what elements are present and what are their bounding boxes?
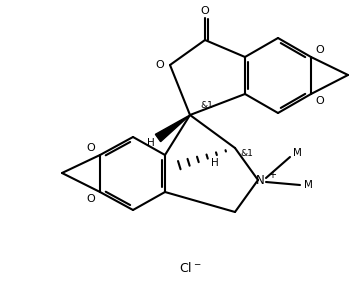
Text: M: M <box>293 148 301 158</box>
Text: &1: &1 <box>241 148 253 158</box>
Text: H: H <box>211 158 219 168</box>
Text: +: + <box>268 170 276 180</box>
Text: O: O <box>201 6 209 16</box>
Text: O: O <box>156 60 164 70</box>
Polygon shape <box>155 115 190 142</box>
Text: N: N <box>256 173 264 186</box>
Text: O: O <box>315 45 325 55</box>
Text: Cl$^-$: Cl$^-$ <box>179 261 201 275</box>
Text: O: O <box>315 96 325 106</box>
Text: O: O <box>87 143 95 153</box>
Text: &1: &1 <box>201 101 213 109</box>
Text: H: H <box>147 138 155 148</box>
Text: O: O <box>87 194 95 204</box>
Text: M: M <box>303 180 313 190</box>
